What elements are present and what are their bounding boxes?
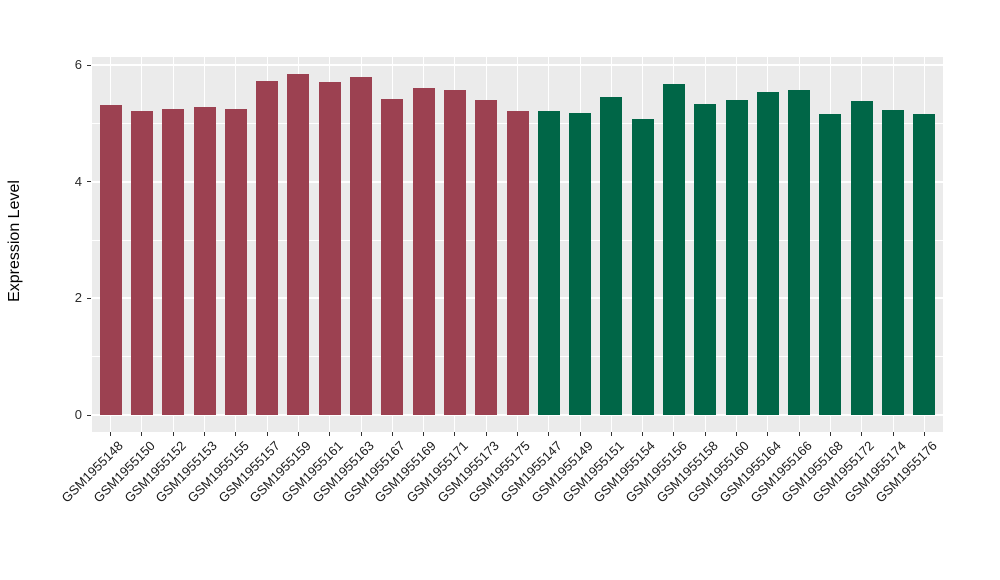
bar-GSM1955161[interactable]: [318, 81, 341, 415]
y-tick-mark-0: [87, 414, 91, 416]
x-tick-mark-GSM1955153: [204, 432, 206, 436]
y-tick-mark-4: [87, 181, 91, 183]
bar-GSM1955158[interactable]: [694, 104, 717, 415]
bar-GSM1955149[interactable]: [569, 112, 592, 415]
bar-GSM1955174[interactable]: [882, 109, 904, 415]
bar-GSM1955152[interactable]: [162, 108, 185, 415]
x-tick-mark-GSM1955176: [923, 432, 925, 436]
plot-panel: [92, 57, 943, 432]
x-tick-mark-GSM1955150: [141, 432, 143, 436]
bar-GSM1955159[interactable]: [287, 73, 310, 415]
x-tick-mark-GSM1955169: [423, 432, 425, 436]
x-tick-mark-GSM1955159: [297, 432, 299, 436]
x-tick-mark-GSM1955173: [485, 432, 487, 436]
x-tick-mark-GSM1955154: [642, 432, 644, 436]
bar-GSM1955147[interactable]: [537, 110, 560, 415]
x-tick-mark-GSM1955157: [266, 432, 268, 436]
bar-GSM1955172[interactable]: [850, 100, 873, 415]
bar-GSM1955153[interactable]: [193, 107, 216, 415]
x-tick-mark-GSM1955166: [798, 432, 800, 436]
x-tick-mark-GSM1955174: [892, 432, 894, 436]
bar-GSM1955167[interactable]: [381, 99, 404, 415]
x-tick-mark-GSM1955171: [454, 432, 456, 436]
y-tick-label-2: 2: [74, 290, 82, 306]
bar-GSM1955154[interactable]: [631, 118, 654, 415]
bar-GSM1955156[interactable]: [662, 84, 685, 415]
x-tick-mark-GSM1955149: [579, 432, 581, 436]
bar-GSM1955168[interactable]: [819, 114, 842, 415]
x-tick-mark-GSM1955164: [767, 432, 769, 436]
y-tick-label-0: 0: [74, 407, 82, 422]
x-tick-mark-GSM1955161: [329, 432, 331, 436]
bar-GSM1955164[interactable]: [756, 91, 779, 415]
bar-GSM1955169[interactable]: [412, 87, 435, 415]
bar-GSM1955157[interactable]: [256, 80, 279, 415]
bar-GSM1955175[interactable]: [506, 110, 529, 415]
x-tick-mark-GSM1955156: [673, 432, 675, 436]
bar-GSM1955173[interactable]: [475, 100, 498, 415]
x-tick-mark-GSM1955151: [610, 432, 612, 436]
bar-GSM1955160[interactable]: [725, 100, 748, 415]
x-tick-mark-GSM1955148: [110, 432, 112, 436]
y-tick-label-6: 6: [74, 57, 82, 73]
bar-GSM1955176[interactable]: [913, 114, 936, 415]
x-tick-mark-GSM1955147: [548, 432, 550, 436]
bar-GSM1955155[interactable]: [224, 109, 247, 415]
x-tick-mark-GSM1955167: [391, 432, 393, 436]
bar-GSM1955148[interactable]: [99, 105, 122, 415]
x-tick-mark-GSM1955152: [172, 432, 174, 436]
y-tick-label-4: 4: [74, 173, 82, 189]
x-tick-mark-GSM1955163: [360, 432, 362, 436]
x-tick-mark-GSM1955155: [235, 432, 237, 436]
x-tick-mark-GSM1955172: [861, 432, 863, 436]
y-tick-mark-6: [87, 64, 91, 66]
bar-GSM1955166[interactable]: [788, 89, 811, 415]
x-tick-mark-GSM1955175: [517, 432, 518, 436]
bar-GSM1955171[interactable]: [443, 90, 466, 415]
y-tick-mark-2: [87, 297, 91, 299]
bar-GSM1955150[interactable]: [130, 111, 153, 415]
y-axis-title: Expression Level: [6, 180, 23, 302]
bar-GSM1955151[interactable]: [600, 97, 623, 415]
x-tick-mark-GSM1955158: [704, 432, 706, 436]
bar-GSM1955163[interactable]: [350, 76, 373, 415]
x-tick-mark-GSM1955168: [829, 432, 831, 436]
x-tick-mark-GSM1955160: [736, 432, 738, 436]
